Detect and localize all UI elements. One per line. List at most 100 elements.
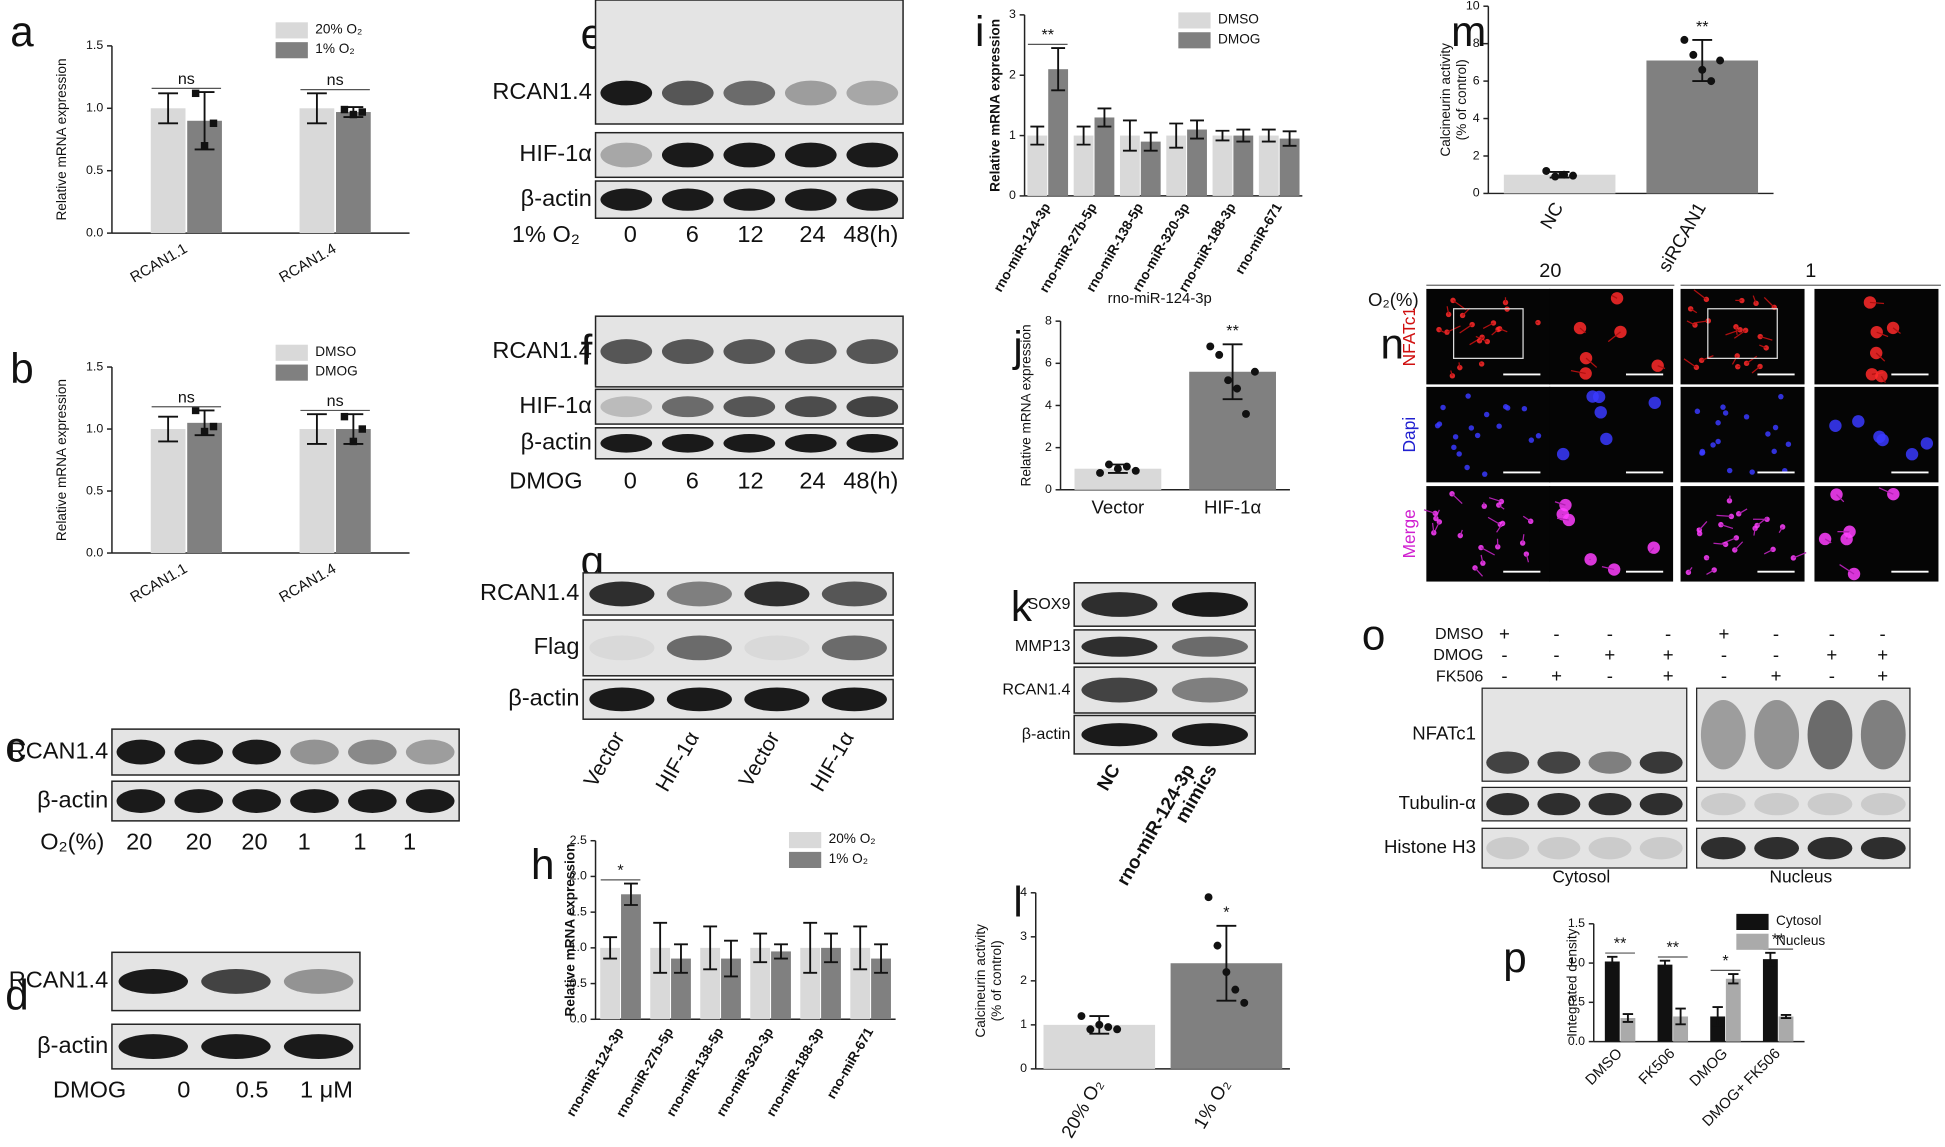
cell-process [1482, 322, 1494, 329]
zoom-box [1707, 308, 1778, 359]
cell [1474, 432, 1481, 439]
y-tick-label: 2.5 [570, 833, 587, 847]
cell-process [1459, 324, 1473, 334]
data-point [1569, 171, 1578, 180]
blot-band [723, 188, 776, 211]
lane-label: 1 [403, 828, 416, 854]
cell-process [1760, 335, 1773, 341]
cell-process [1649, 547, 1655, 553]
blot-band [348, 789, 397, 813]
cell-process [1611, 294, 1618, 299]
blot-row-label: HIF-1α [519, 140, 591, 166]
blot-band [290, 789, 339, 813]
panel-letter: k [1011, 583, 1033, 630]
legend-swatch [275, 344, 308, 361]
panel-letter: a [10, 8, 34, 55]
lane-title: 1% O₂ [512, 221, 580, 247]
cell [1920, 437, 1934, 450]
cell [1905, 448, 1919, 461]
micrograph [1426, 288, 1551, 385]
treatment-sign: + [1826, 644, 1837, 665]
legend-label: 20% O₂ [829, 831, 876, 846]
cell-process [1738, 508, 1748, 515]
micrograph [1680, 288, 1805, 385]
bar [1503, 174, 1616, 194]
blot-band [1588, 792, 1632, 816]
blot-band [600, 80, 653, 106]
blot-band [589, 635, 655, 661]
treatment-sign: - [1607, 665, 1613, 686]
cell [1456, 451, 1462, 457]
cell-process [1706, 569, 1715, 575]
row-label: NFATc1 [1399, 307, 1419, 367]
blot-band [723, 142, 776, 168]
treatment-sign: + [1551, 665, 1562, 686]
y-axis-label: Calcineurin activity [1438, 43, 1453, 157]
blot-band [1860, 792, 1906, 816]
cell [1728, 513, 1735, 520]
cell-process [1716, 514, 1732, 518]
error-bar [753, 932, 768, 964]
error-bar [853, 925, 868, 971]
bar [771, 951, 791, 1020]
cell-process [1698, 521, 1708, 531]
blot-band [1807, 837, 1853, 860]
error-bar [1765, 951, 1776, 967]
blot-band [723, 80, 776, 106]
blot-band [1171, 592, 1248, 617]
treatment-sign: - [1829, 623, 1835, 644]
cell-process [1446, 306, 1450, 315]
cell [1710, 442, 1716, 448]
cell-process [1694, 320, 1709, 324]
y-tick-label: 2.0 [570, 869, 587, 883]
y-axis-label: Relative mRNA expression [1019, 324, 1034, 486]
treatment-sign: - [1880, 623, 1886, 644]
y-tick-label: 0 [1045, 482, 1052, 496]
significance: ** [1696, 18, 1709, 36]
cell [1726, 467, 1733, 474]
bar [187, 422, 222, 554]
y-tick-label: 0.0 [86, 225, 103, 239]
x-tick-label: 20% O₂ [1057, 1075, 1107, 1141]
blot-band [821, 635, 887, 661]
cell-process [1556, 517, 1569, 521]
error-bar [624, 882, 638, 906]
error-bar [1076, 125, 1091, 146]
blot-row-label: Flag [534, 633, 580, 659]
blot-row-label: Tubulin-α [1399, 792, 1476, 813]
treatment-sign: - [1607, 623, 1613, 644]
lane-label: 1 [298, 828, 311, 854]
blot-row-label: RCAN1.4 [492, 78, 591, 104]
lane-label: 0 [624, 221, 637, 247]
cell [1715, 438, 1721, 445]
blot-band [744, 581, 810, 607]
data-point [200, 142, 209, 150]
cell-process [1491, 329, 1499, 336]
cell [1699, 448, 1706, 455]
lane-label: 1 μM [300, 1076, 353, 1102]
data-point [1213, 941, 1222, 950]
cell-process [1585, 357, 1598, 368]
y-axis-label: Integrated density [1564, 928, 1579, 1037]
cell-process [1693, 289, 1707, 300]
y-tick-label: 0 [1473, 186, 1480, 200]
cell-process [1480, 547, 1495, 556]
lane-label: 48(h) [843, 221, 898, 247]
cell-process [1735, 326, 1738, 335]
error-bar [306, 413, 327, 445]
y-tick-label: 0 [1009, 188, 1016, 202]
error-bar [1222, 343, 1243, 401]
lane-label: 1 [353, 828, 366, 854]
data-point [1542, 167, 1551, 175]
cell [1749, 469, 1755, 475]
data-point [191, 89, 200, 98]
treatment-sign: + [1604, 644, 1615, 665]
cell [1770, 546, 1776, 553]
chart-title: rno-miR-124-3p [1108, 291, 1212, 307]
bar [1604, 961, 1620, 1042]
treatment-label: DMSO [1435, 625, 1483, 643]
cell-process [1753, 528, 1756, 536]
bar [600, 947, 621, 1020]
bar [1094, 117, 1115, 196]
x-tick-label: siRCAN1 [1654, 199, 1710, 276]
